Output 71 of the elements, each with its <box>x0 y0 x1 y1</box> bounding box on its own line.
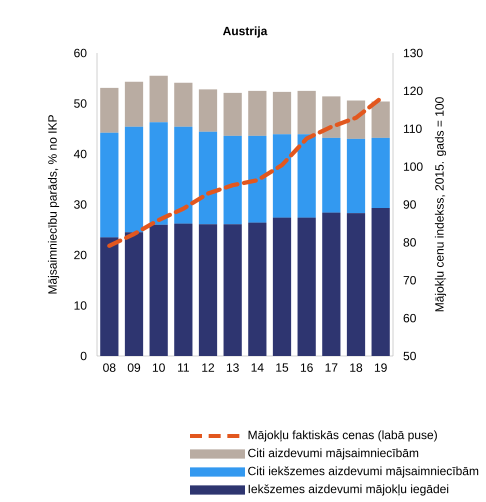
bar <box>224 92 242 136</box>
bar <box>272 218 292 356</box>
y2-tick-label: 90 <box>404 200 416 209</box>
bar <box>346 138 366 214</box>
x-tick-label: 14 <box>252 363 264 372</box>
bar <box>224 224 242 356</box>
x-tick-label: 17 <box>326 363 338 372</box>
bar <box>372 101 390 138</box>
y-tick-label: 30 <box>74 200 86 209</box>
bar <box>198 224 218 356</box>
x-tick-label: 08 <box>103 363 116 372</box>
bar <box>272 134 292 218</box>
legend-label: Citi aizdevumi mājsaimniecībām <box>248 448 418 460</box>
y-tick-label: 40 <box>74 150 86 158</box>
x-tick-label: 13 <box>226 363 239 372</box>
line-series <box>107 96 383 248</box>
bar <box>322 138 340 213</box>
y-tick-label: 0 <box>80 352 86 360</box>
x-tick-label: 19 <box>374 363 387 372</box>
y2-tick-label: 80 <box>404 238 416 247</box>
y2-tick-label: 120 <box>404 86 423 96</box>
bar <box>100 132 118 238</box>
bar <box>150 224 168 356</box>
x-tick-label: 10 <box>152 363 165 372</box>
bar <box>124 82 144 127</box>
x-tick-label: 12 <box>202 363 214 372</box>
y2-axis-title: Mājokļu cenu indekss, 2015. gads = 100 <box>434 97 446 312</box>
legend-label: Iekšzemes aizdevumi mājokļu iegādei <box>248 484 448 496</box>
x-tick-label: 11 <box>178 363 189 372</box>
x-tick-label: 09 <box>128 363 140 372</box>
y2-tick-label: 100 <box>404 162 423 171</box>
bar <box>298 218 316 356</box>
bar <box>372 138 390 208</box>
y-tick-label: 10 <box>74 301 86 310</box>
y2-tick-label: 70 <box>404 276 416 285</box>
bar <box>124 232 144 356</box>
bar <box>272 92 292 134</box>
x-tick-label: 16 <box>300 363 313 372</box>
y-tick-label: 60 <box>74 48 86 58</box>
bar <box>372 208 390 356</box>
bar <box>198 89 218 132</box>
legend-label: Citi iekšzemes aizdevumi mājsaimniecībām <box>248 466 478 478</box>
y2-tick-label: 60 <box>404 314 416 322</box>
bar <box>124 126 144 232</box>
bar <box>248 136 266 223</box>
bar <box>150 76 168 122</box>
bar <box>100 237 118 356</box>
bar <box>224 136 242 224</box>
legend-label: Mājokļu faktiskās cenas (labā puse) <box>248 430 437 442</box>
bar <box>100 88 118 133</box>
bar <box>198 132 218 224</box>
y2-tick-label: 50 <box>404 352 416 360</box>
bar <box>248 90 266 136</box>
bar <box>248 222 266 356</box>
bar <box>174 224 192 356</box>
chart-title: Austrija <box>222 26 268 38</box>
y2-tick-label: 110 <box>404 124 422 134</box>
y-axis-title: Mājsaimniecību parāds, % no IKP <box>48 115 60 294</box>
x-tick-label: 18 <box>350 363 362 372</box>
bar <box>346 213 366 356</box>
x-tick-label: 15 <box>276 363 288 372</box>
y2-tick-label: 130 <box>404 48 423 58</box>
bar <box>322 212 340 356</box>
bar <box>298 134 316 218</box>
bar <box>174 126 192 224</box>
bar <box>150 122 168 225</box>
bar <box>298 90 316 134</box>
y-tick-label: 20 <box>74 250 86 260</box>
y-tick-label: 50 <box>74 99 86 108</box>
bar <box>174 82 192 127</box>
bar <box>322 96 340 138</box>
